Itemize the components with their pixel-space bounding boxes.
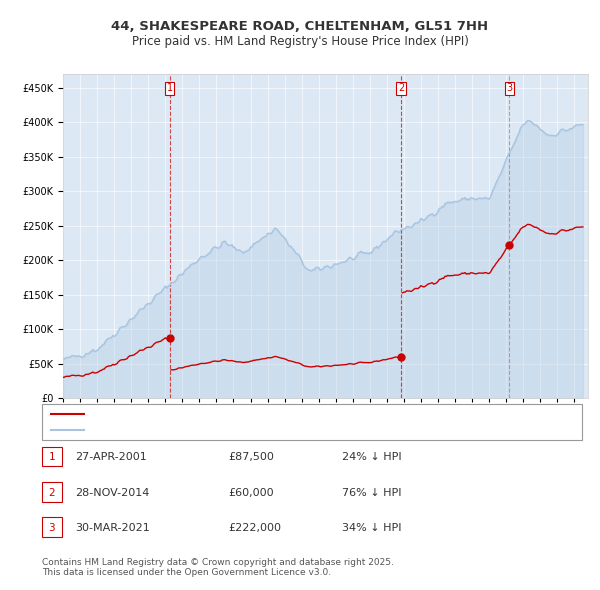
Text: 2: 2 bbox=[49, 488, 55, 497]
Text: 44, SHAKESPEARE ROAD, CHELTENHAM, GL51 7HH (semi-detached house): 44, SHAKESPEARE ROAD, CHELTENHAM, GL51 7… bbox=[90, 409, 455, 419]
Text: £87,500: £87,500 bbox=[228, 453, 274, 462]
Text: 24% ↓ HPI: 24% ↓ HPI bbox=[342, 453, 401, 462]
Text: 28-NOV-2014: 28-NOV-2014 bbox=[75, 488, 149, 497]
Text: Price paid vs. HM Land Registry's House Price Index (HPI): Price paid vs. HM Land Registry's House … bbox=[131, 35, 469, 48]
Text: £60,000: £60,000 bbox=[228, 488, 274, 497]
Text: Contains HM Land Registry data © Crown copyright and database right 2025.
This d: Contains HM Land Registry data © Crown c… bbox=[42, 558, 394, 577]
Text: 34% ↓ HPI: 34% ↓ HPI bbox=[342, 523, 401, 533]
Text: HPI: Average price, semi-detached house, Cheltenham: HPI: Average price, semi-detached house,… bbox=[90, 425, 358, 435]
Text: 27-APR-2001: 27-APR-2001 bbox=[75, 453, 147, 462]
Text: 3: 3 bbox=[506, 83, 512, 93]
Text: 2: 2 bbox=[398, 83, 404, 93]
Text: 30-MAR-2021: 30-MAR-2021 bbox=[75, 523, 150, 533]
Text: 76% ↓ HPI: 76% ↓ HPI bbox=[342, 488, 401, 497]
Text: £222,000: £222,000 bbox=[228, 523, 281, 533]
Text: 44, SHAKESPEARE ROAD, CHELTENHAM, GL51 7HH: 44, SHAKESPEARE ROAD, CHELTENHAM, GL51 7… bbox=[112, 20, 488, 33]
Text: 1: 1 bbox=[49, 453, 55, 462]
Text: 1: 1 bbox=[166, 83, 173, 93]
Text: 3: 3 bbox=[49, 523, 55, 533]
